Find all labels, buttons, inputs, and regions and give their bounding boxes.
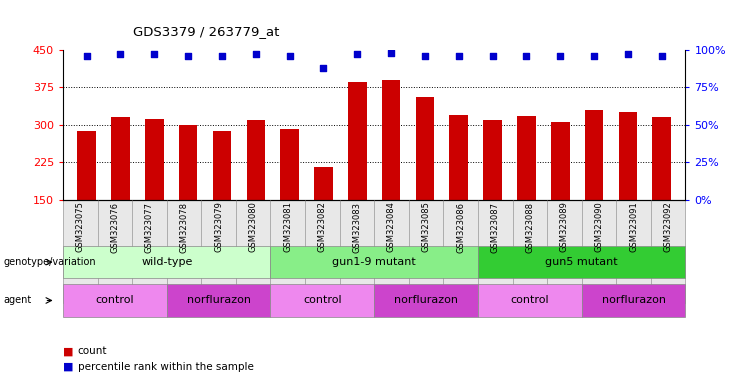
Text: gun1-9 mutant: gun1-9 mutant	[332, 257, 416, 267]
Bar	[111, 118, 130, 200]
Bar	[416, 98, 434, 200]
Point	[385, 50, 397, 56]
Text: GSM323078: GSM323078	[179, 202, 188, 253]
Point	[148, 51, 160, 58]
Point	[588, 53, 600, 59]
Bar	[179, 125, 197, 200]
Point	[554, 53, 566, 59]
Bar	[314, 167, 333, 200]
Text: GSM323083: GSM323083	[353, 202, 362, 253]
Bar	[213, 131, 231, 200]
Point	[216, 53, 228, 59]
Point	[284, 53, 296, 59]
Point	[318, 65, 330, 71]
Point	[487, 53, 499, 59]
Text: GSM323081: GSM323081	[283, 202, 292, 252]
Text: GSM323090: GSM323090	[594, 202, 603, 252]
Bar	[551, 122, 570, 200]
Bar	[348, 83, 367, 200]
Bar	[619, 113, 637, 200]
Text: GSM323075: GSM323075	[76, 202, 84, 252]
Point	[250, 51, 262, 58]
Text: agent: agent	[4, 295, 32, 306]
Bar	[382, 80, 400, 200]
Point	[453, 53, 465, 59]
Text: GSM323080: GSM323080	[249, 202, 258, 252]
Point	[419, 53, 431, 59]
Text: ■: ■	[63, 346, 73, 356]
Text: GSM323089: GSM323089	[560, 202, 569, 252]
Text: GSM323085: GSM323085	[422, 202, 431, 252]
Text: control: control	[511, 295, 549, 306]
Bar	[585, 110, 603, 200]
Point	[351, 51, 363, 58]
Text: GDS3379 / 263779_at: GDS3379 / 263779_at	[133, 25, 280, 38]
Text: genotype/variation: genotype/variation	[4, 257, 96, 267]
Bar	[450, 115, 468, 200]
Point	[182, 53, 194, 59]
Text: GSM323079: GSM323079	[214, 202, 223, 252]
Point	[520, 53, 532, 59]
Point	[81, 53, 93, 59]
Text: GSM323084: GSM323084	[387, 202, 396, 252]
Bar	[247, 120, 265, 200]
Point	[622, 51, 634, 58]
Text: GSM323091: GSM323091	[629, 202, 638, 252]
Text: GSM323086: GSM323086	[456, 202, 465, 253]
Text: percentile rank within the sample: percentile rank within the sample	[78, 362, 253, 372]
Text: GSM323087: GSM323087	[491, 202, 499, 253]
Bar	[77, 131, 96, 200]
Text: GSM323076: GSM323076	[110, 202, 119, 253]
Bar	[483, 120, 502, 200]
Text: wild-type: wild-type	[141, 257, 193, 267]
Text: GSM323082: GSM323082	[318, 202, 327, 252]
Text: norflurazon: norflurazon	[602, 295, 665, 306]
Text: norflurazon: norflurazon	[187, 295, 250, 306]
Text: gun5 mutant: gun5 mutant	[545, 257, 618, 267]
Point	[115, 51, 127, 58]
Text: control: control	[96, 295, 134, 306]
Bar	[280, 129, 299, 200]
Bar	[517, 116, 536, 200]
Bar	[145, 119, 164, 200]
Text: norflurazon: norflurazon	[394, 295, 458, 306]
Point	[656, 53, 668, 59]
Bar	[652, 118, 671, 200]
Text: GSM323088: GSM323088	[525, 202, 534, 253]
Text: GSM323077: GSM323077	[145, 202, 154, 253]
Text: control: control	[303, 295, 342, 306]
Text: count: count	[78, 346, 107, 356]
Text: ■: ■	[63, 362, 73, 372]
Text: GSM323092: GSM323092	[664, 202, 673, 252]
